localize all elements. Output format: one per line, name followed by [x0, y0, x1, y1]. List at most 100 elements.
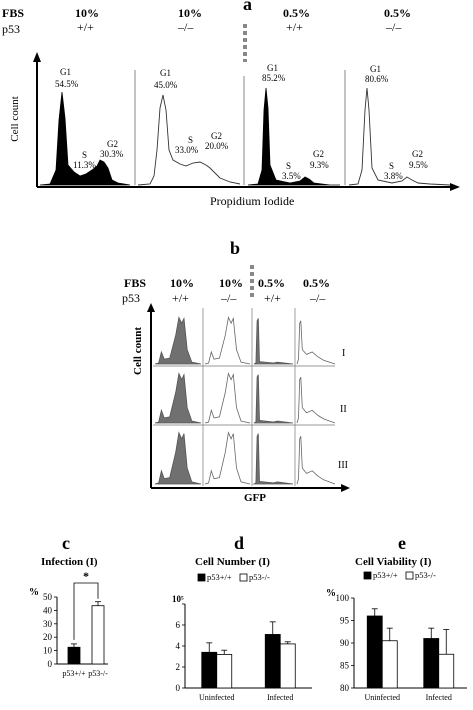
chart2-ytick-label: 0 [176, 683, 181, 693]
a4-s-pct: 3.8% [384, 171, 403, 181]
chart2-bar-Uninfected-p53-/- [216, 654, 233, 689]
panel-c-title: Infection (I) [41, 556, 98, 568]
panel-b-fbs-1: 10% [170, 276, 194, 290]
chart2-ytick-label: 6 [176, 620, 181, 630]
histogram-b-r3-c4 [296, 436, 336, 485]
a3-s-pct: 3.5% [282, 171, 301, 181]
a1-g2-pct: 30.3% [100, 149, 124, 159]
histogram-b-r2-c2 [204, 372, 251, 424]
chart3-ytick-label: 85 [340, 661, 350, 671]
panel-a-fbs-2: 10% [178, 6, 202, 20]
panel-a-p53-2: –/– [178, 20, 194, 34]
panel-b-p53-1: +/+ [172, 291, 189, 305]
histogram-a4 [348, 87, 451, 186]
replicate-label-3: III [338, 460, 348, 471]
a1-g2-label: G2 [107, 139, 118, 149]
chart3-bar-Uninfected-p53-/- [381, 640, 398, 689]
panel-a-p53-4: –/– [386, 20, 402, 34]
chart2-ytick-label: 2 [176, 662, 181, 672]
chart3-category-label: Infected [426, 693, 452, 702]
panel-b-fbs-label: FBS [124, 276, 147, 290]
chart1-ytick-label: 40 [43, 605, 53, 615]
a1-g1-label: G1 [60, 67, 71, 77]
a2-s-pct: 33.0% [175, 145, 199, 155]
a2-g2-pct: 20.0% [205, 141, 229, 151]
a4-g1-label: G1 [370, 64, 381, 74]
chart2-legend-label: p53-/- [249, 572, 270, 582]
panel-b-p53-2: –/– [221, 291, 237, 305]
panel-b-fbs-4: 0.5% [303, 276, 330, 290]
chart3-ytick-label: 100 [336, 593, 350, 603]
chart2-bar-Infected-p53+/+ [264, 634, 281, 689]
a1-s-label: S [82, 150, 88, 160]
panel-a-histograms [33, 24, 460, 191]
chart1-ytick-label: 50 [43, 592, 53, 602]
chart1-category-label: p53-/- [88, 669, 108, 678]
chart2-ytick-label: 4 [176, 641, 181, 651]
a4-s-label: S [389, 161, 395, 171]
histogram-b-r3-c3 [252, 433, 294, 485]
chart2-bar-Infected-p53-/- [279, 643, 296, 689]
a2-g1-label: G1 [160, 68, 171, 78]
histogram-a3 [247, 87, 340, 186]
a3-g1-label: G1 [267, 63, 278, 73]
panel-e-letter: e [398, 533, 406, 553]
histogram-b-r2-c3 [253, 374, 294, 424]
panel-a-p53-label: p53 [2, 22, 20, 36]
chart2-category-label: Infected [267, 693, 293, 702]
chart3-bar-Infected-p53+/+ [423, 638, 440, 689]
chart3-ytick-label: 80 [340, 683, 350, 693]
chart1-ytick-label: 10 [43, 646, 53, 656]
chart1-ytick-label: 20 [43, 632, 53, 642]
replicate-label-1: I [342, 348, 346, 359]
significance-star: * [83, 569, 89, 583]
histogram-b-r1-c2 [204, 316, 251, 365]
histogram-b-r3-c2 [204, 431, 251, 485]
chart3-bar-Uninfected-p53+/+ [366, 615, 383, 689]
panel-a-fbs-label: FBS [2, 6, 25, 20]
a3-g2-label: G2 [313, 149, 324, 159]
panel-b-p53-3: +/+ [264, 291, 281, 305]
histogram-b-r1-c1 [154, 316, 202, 365]
chart2-bar-Uninfected-p53+/+ [201, 651, 218, 689]
chart2-legend-swatch [239, 573, 248, 582]
histogram-b-r1-c4 [296, 320, 336, 365]
significance-bracket [73, 582, 99, 640]
chart1-unit-label: % [29, 587, 39, 598]
chart1-ytick-label: 30 [43, 619, 53, 629]
panel-d-letter: d [234, 533, 245, 553]
panel-d-title: Cell Number (I) [195, 556, 270, 568]
chart1-category-label: p53+/+ [62, 669, 86, 678]
histogram-b-r1-c3 [253, 318, 294, 365]
chart1-bar-p53-/- [91, 605, 105, 665]
a4-g2-label: G2 [412, 149, 423, 159]
panel-e-title: Cell Viability (I) [355, 556, 432, 568]
chart2-legend-label: p53+/+ [207, 572, 232, 582]
chart3-ytick-label: 90 [340, 638, 350, 648]
a3-g2-pct: 9.3% [310, 160, 329, 170]
a3-g1-pct: 85.2% [262, 73, 286, 83]
panel-b-fbs-3: 0.5% [258, 276, 285, 290]
chart1-bar-p53+/+ [67, 646, 81, 665]
panel-a-p53-1: +/+ [77, 20, 94, 34]
panel-b-p53-label: p53 [122, 291, 140, 305]
panel-b-p53-4: –/– [310, 291, 326, 305]
a2-s-label: S [188, 135, 194, 145]
a3-s-label: S [286, 161, 292, 171]
panel-b-x-axis-label: GFP [244, 492, 266, 504]
histogram-b-r2-c1 [154, 372, 202, 424]
chart2-unit-label: 10⁵ [172, 594, 184, 604]
panel-a-fbs-4: 0.5% [384, 6, 411, 20]
chart3-legend-swatch [405, 571, 414, 580]
panel-b-letter: b [230, 238, 241, 258]
a2-g2-label: G2 [211, 131, 222, 141]
chart2-category-label: Uninfected [199, 693, 235, 702]
histogram-a1 [39, 91, 131, 186]
chart3-bar-Infected-p53-/- [438, 653, 455, 689]
panel-a-x-axis-label: Propidium Iodide [210, 194, 295, 208]
a4-g2-pct: 9.5% [409, 160, 428, 170]
histogram-b-r3-c1 [154, 431, 202, 485]
chart3-ytick-label: 95 [340, 616, 350, 626]
